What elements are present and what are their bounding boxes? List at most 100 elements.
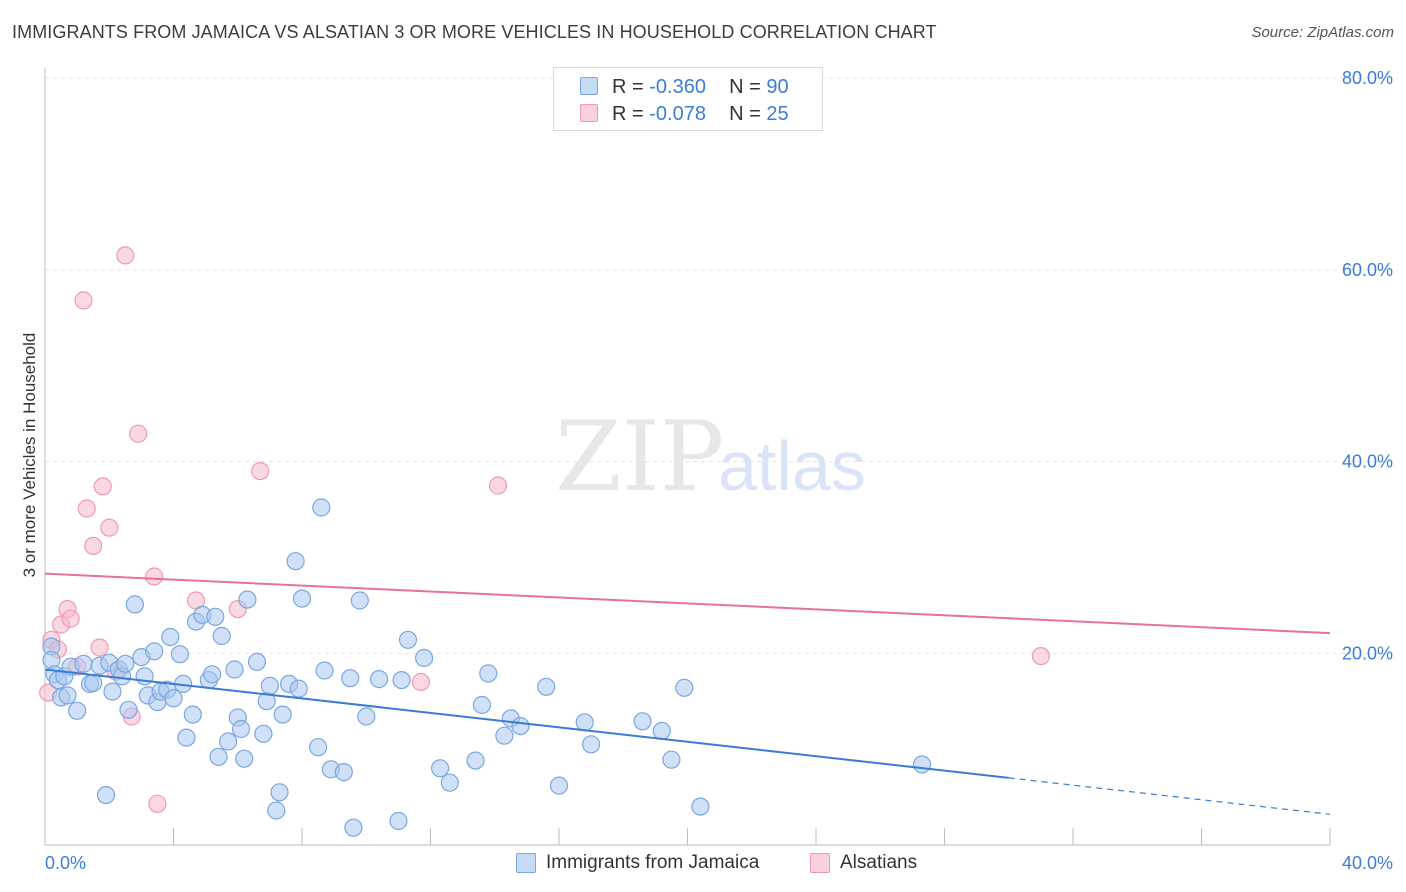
jamaica-point — [84, 673, 103, 693]
jamaica-point — [341, 669, 360, 688]
jamaica-point — [912, 755, 932, 774]
jamaica-point — [67, 701, 87, 720]
jamaica-point — [103, 682, 122, 701]
jamaica-point — [309, 738, 328, 757]
watermark-atlas: atlas — [718, 427, 866, 505]
jamaica-point — [581, 735, 601, 754]
jamaica-point — [183, 705, 202, 724]
jamaica-point — [74, 654, 93, 673]
jamaica-point — [235, 749, 254, 768]
alsatian-point — [90, 638, 109, 657]
jamaica-point — [633, 712, 652, 731]
jamaica-trend-line — [44, 668, 1009, 779]
jamaica-point — [203, 665, 222, 684]
y-tick-label: 80.0% — [1342, 68, 1393, 88]
jamaica-point — [231, 719, 251, 739]
legend-swatch-blue — [580, 77, 598, 95]
alsatian-point — [116, 246, 135, 265]
jamaica-point — [145, 642, 164, 661]
jamaica-point — [415, 648, 434, 668]
jamaica-point — [164, 689, 183, 708]
jamaica-point — [472, 695, 491, 715]
bottom-legend-swatch-blue — [516, 853, 536, 873]
jamaica-point — [334, 762, 353, 782]
alsatian-trend-line — [44, 572, 1331, 635]
jamaica-point — [96, 785, 116, 805]
jamaica-point — [125, 595, 144, 614]
jamaica-point — [537, 677, 556, 696]
jamaica-point — [691, 797, 710, 816]
legend-r-label: R = — [612, 76, 650, 98]
y-tick-label: 40.0% — [1342, 452, 1393, 472]
jamaica-point — [254, 724, 273, 743]
jamaica-point — [212, 626, 231, 646]
jamaica-point — [398, 630, 418, 649]
y-axis-label: 3 or more Vehicles in Household — [20, 332, 39, 578]
x-tick-label: 40.0% — [1342, 853, 1393, 873]
legend-n-label: N = — [729, 103, 767, 125]
jamaica-point — [312, 498, 331, 517]
jamaica-trend-extension — [1008, 777, 1331, 815]
jamaica-point — [549, 776, 569, 795]
legend-swatch-pink — [580, 104, 598, 122]
legend-n-label: N = — [729, 76, 767, 98]
jamaica-point — [652, 721, 671, 741]
alsatian-point — [84, 536, 103, 556]
jamaica-point — [370, 669, 389, 689]
jamaica-point — [466, 751, 485, 770]
correlation-legend: R = -0.360 N = 90 R = -0.078 N = 25 — [553, 67, 823, 131]
jamaica-point — [177, 728, 196, 747]
jamaica-point — [161, 627, 180, 647]
jamaica-point — [662, 750, 681, 769]
jamaica-point — [315, 661, 334, 680]
source-credit: Source: ZipAtlas.com — [1251, 24, 1394, 41]
legend-r-label: R = — [612, 103, 650, 125]
jamaica-point — [511, 716, 530, 736]
legend-r-value: -0.360 — [649, 76, 706, 98]
jamaica-point — [273, 705, 292, 724]
y-tick-label: 60.0% — [1342, 260, 1393, 280]
jamaica-point — [209, 747, 228, 766]
x-tick-label: 0.0% — [45, 853, 86, 873]
jamaica-point — [289, 679, 308, 698]
jamaica-point — [219, 732, 238, 751]
alsatian-point — [74, 291, 93, 310]
jamaica-point — [58, 686, 77, 705]
jamaica-point — [225, 660, 244, 679]
alsatian-point — [93, 477, 112, 496]
alsatian-point — [145, 567, 164, 586]
jamaica-point — [575, 713, 594, 732]
alsatian-point — [411, 672, 430, 692]
jamaica-point — [675, 678, 694, 697]
jamaica-point — [392, 670, 411, 690]
alsatian-point — [61, 609, 80, 628]
jamaica-point — [350, 591, 369, 610]
jamaica-point — [270, 783, 289, 802]
jamaica-point — [267, 801, 286, 820]
alsatian-point — [148, 794, 167, 813]
bottom-legend-label: Immigrants from Jamaica — [546, 852, 760, 873]
jamaica-point — [344, 818, 363, 837]
legend-n-value: 25 — [766, 103, 789, 125]
alsatian-point — [488, 476, 508, 495]
alsatian-point — [251, 462, 270, 481]
bottom-legend-label: Alsatians — [840, 852, 918, 873]
alsatian-point — [77, 499, 96, 518]
chart-title: IMMIGRANTS FROM JAMAICA VS ALSATIAN 3 OR… — [12, 22, 937, 42]
jamaica-point — [260, 676, 279, 695]
alsatian-point — [129, 424, 148, 443]
alsatian-point — [100, 518, 119, 537]
bottom-legend-swatch-pink — [810, 853, 830, 873]
jamaica-point — [292, 589, 312, 608]
jamaica-point — [206, 607, 225, 626]
jamaica-point — [479, 664, 498, 683]
jamaica-point — [431, 759, 450, 778]
jamaica-point — [286, 552, 305, 571]
jamaica-point — [440, 773, 459, 792]
jamaica-point — [119, 700, 138, 719]
y-tick-label: 20.0% — [1342, 643, 1393, 663]
jamaica-point — [495, 726, 514, 745]
jamaica-point — [247, 652, 267, 672]
alsatian-point — [1031, 646, 1051, 666]
